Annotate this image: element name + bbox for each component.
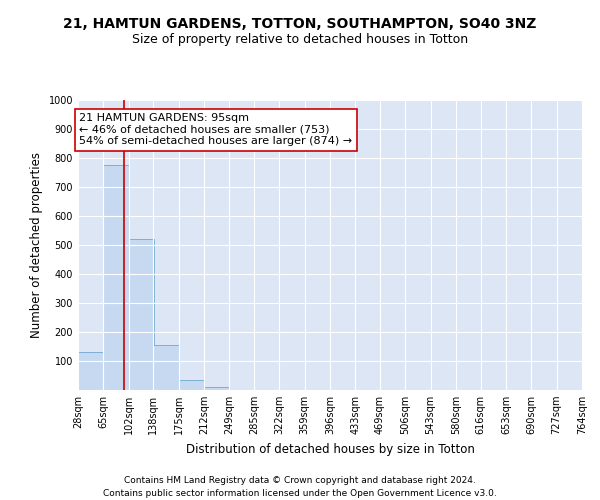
Bar: [204, 386, 229, 390]
Bar: [154, 345, 179, 390]
Bar: [103, 166, 128, 390]
Bar: [78, 352, 103, 390]
Text: Contains public sector information licensed under the Open Government Licence v3: Contains public sector information licen…: [103, 489, 497, 498]
Text: 21, HAMTUN GARDENS, TOTTON, SOUTHAMPTON, SO40 3NZ: 21, HAMTUN GARDENS, TOTTON, SOUTHAMPTON,…: [64, 18, 536, 32]
X-axis label: Distribution of detached houses by size in Totton: Distribution of detached houses by size …: [185, 442, 475, 456]
Y-axis label: Number of detached properties: Number of detached properties: [30, 152, 43, 338]
Text: 21 HAMTUN GARDENS: 95sqm
← 46% of detached houses are smaller (753)
54% of semi-: 21 HAMTUN GARDENS: 95sqm ← 46% of detach…: [79, 113, 352, 146]
Text: Size of property relative to detached houses in Totton: Size of property relative to detached ho…: [132, 32, 468, 46]
Bar: [128, 239, 154, 390]
Text: Contains HM Land Registry data © Crown copyright and database right 2024.: Contains HM Land Registry data © Crown c…: [124, 476, 476, 485]
Bar: [179, 380, 204, 390]
